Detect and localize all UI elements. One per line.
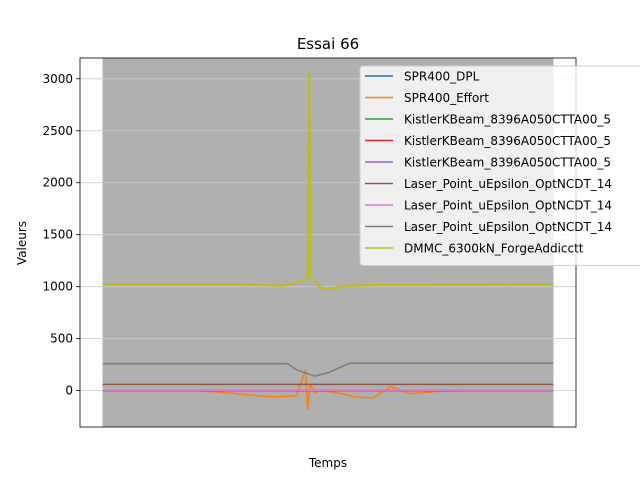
- chart-title: Essai 66: [297, 35, 359, 53]
- y-tick-label: 0: [65, 384, 73, 398]
- y-tick-label: 3000: [42, 72, 73, 86]
- y-tick-label: 1000: [42, 280, 73, 294]
- legend-box: [359, 65, 640, 266]
- series-line: [102, 369, 554, 411]
- legend-label: DMMC_6300kN_ForgeAddicctt: [404, 242, 584, 256]
- legend-label: Laser_Point_uEpsilon_OptNCDT_14: [404, 177, 612, 191]
- legend: SPR400_DPL SPR400_Effort KistlerKBeam_8396…: [359, 65, 640, 266]
- legend-label: Laser_Point_uEpsilon_OptNCDT_14: [404, 220, 612, 234]
- x-axis-label: Temps: [308, 456, 347, 470]
- y-tick-label: 1500: [42, 228, 73, 242]
- y-axis-label: Valeurs: [15, 221, 29, 265]
- y-tick-label: 500: [50, 332, 73, 346]
- legend-label: Laser_Point_uEpsilon_OptNCDT_14: [404, 199, 612, 213]
- y-tick-label: 2000: [42, 176, 73, 190]
- y-tick-label: 2500: [42, 124, 73, 138]
- series-line: [102, 72, 554, 290]
- legend-label: KistlerKBeam_8396A050CTTA00_5: [404, 156, 611, 170]
- legend-label: SPR400_DPL: [404, 70, 480, 84]
- legend-label: KistlerKBeam_8396A050CTTA00_5: [404, 134, 611, 148]
- legend-label: KistlerKBeam_8396A050CTTA00_5: [404, 113, 611, 127]
- series-line: [102, 362, 554, 377]
- legend-label: SPR400_Effort: [404, 91, 489, 105]
